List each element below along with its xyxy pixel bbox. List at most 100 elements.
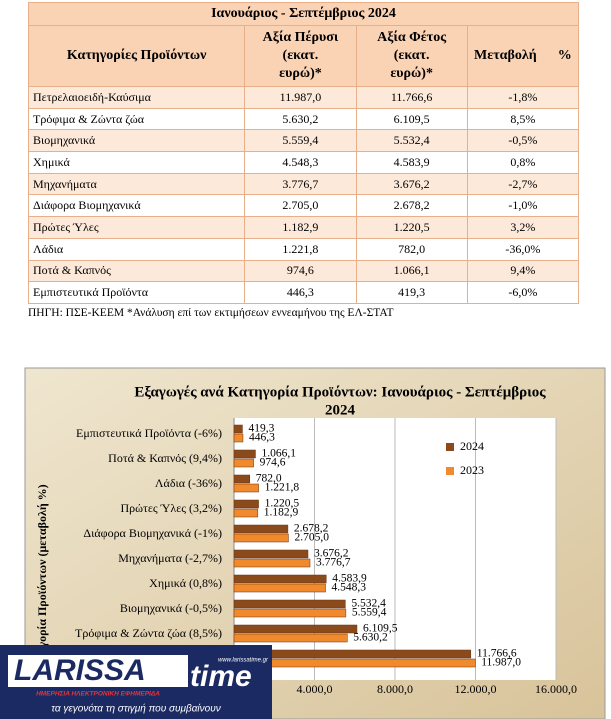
table-cell: Μηχανήματα	[27, 172, 246, 196]
data-label: 1.220,5	[265, 498, 300, 510]
logo-subtitle: ΗΜΕΡΗΣΙΑ ΗΛΕΚΤΡΟΝΙΚΗ ΕΦΗΜΕΡΙΔΑ	[36, 691, 160, 698]
header-cell: Αξία Πέρυσι (εκατ. ευρώ)*	[244, 25, 357, 87]
data-label: 4.583,9	[332, 573, 367, 585]
table-cell: Τρόφιμα & Ζώντα ζώα	[27, 107, 246, 131]
table-cell: -6,0%	[466, 281, 580, 304]
data-table: Ιανουάριος - Σεπτέμβριος 2024 Κατηγορίες …	[27, 2, 580, 304]
bar	[233, 574, 327, 584]
logo-box	[8, 655, 188, 687]
data-label: 3.676,2	[314, 548, 349, 560]
source-note: ΠΗΓΗ: ΠΣΕ-ΚΕΕΜ *Ανάλυση επί των εκτιμήσε…	[28, 307, 394, 319]
table-cell: Χημικά	[27, 151, 246, 174]
bar	[233, 533, 289, 543]
x-tick-label: 8.000,0	[377, 682, 413, 696]
x-tick-label: 4.000,0	[297, 682, 333, 696]
table-cell: 446,3	[244, 281, 357, 304]
header-line: ευρώ)*	[390, 66, 433, 81]
table-cell: 974,6	[244, 259, 357, 283]
header-line: ευρώ)*	[279, 66, 322, 81]
table-row: Πετρελαιοειδή-Καύσιμα 11.987,0 11.766,6 -1,…	[27, 86, 580, 109]
table-cell: Πετρελαιοειδή-Καύσιμα	[27, 86, 246, 109]
table-cell: 0,8%	[466, 151, 580, 174]
y-tick-label: Λάδια (-36%)	[155, 476, 222, 490]
header-cell: Κατηγορίες Προϊόντων	[27, 25, 246, 87]
bar	[233, 549, 309, 559]
table-row: Χημικά 4.548,3 4.583,9 0,8%	[27, 151, 580, 174]
data-label: 11.987,0	[481, 657, 521, 669]
table-row: Διάφορα Βιομηχανικά 2.705,0 2.678,2 -1,0%	[27, 194, 580, 218]
header-line: Μεταβολή %	[474, 48, 572, 63]
header-row: Κατηγορίες Προϊόντων Αξία Πέρυσι (εκατ. ευρ…	[27, 25, 580, 87]
header-line: Αξία Φέτος	[377, 30, 447, 45]
table-cell: 1.220,5	[355, 216, 468, 239]
bar	[233, 458, 254, 468]
header-cell: Μεταβολή %	[466, 25, 580, 87]
logo-slogan: τα γεγονότα τη στιγμή που συμβαίνουν	[51, 703, 220, 715]
table-cell: Πρώτες Ύλες	[27, 216, 246, 239]
bar	[233, 474, 250, 484]
table-cell: 3.676,2	[355, 172, 468, 196]
bar	[233, 599, 346, 609]
y-tick-label: Εμπιστευτικά Προϊόντα (-6%)	[76, 426, 222, 440]
data-label: 419,3	[248, 423, 274, 435]
bar	[233, 508, 259, 518]
table-cell: 419,3	[355, 281, 468, 304]
chart-title: Εξαγωγές ανά Κατηγορία Προϊόντων: Ιανουά…	[134, 384, 546, 400]
bar	[233, 424, 243, 434]
legend-swatch	[446, 467, 454, 475]
table-title: Ιανουάριος - Σεπτέμβριος 2024	[28, 2, 579, 26]
table-cell: 11.987,0	[244, 86, 357, 109]
bar	[233, 433, 244, 443]
data-label: 5.630,2	[353, 632, 388, 644]
data-label: 6.109,5	[363, 623, 398, 635]
table-cell: 2.678,2	[355, 194, 468, 218]
table-cell: 3,2%	[466, 216, 580, 239]
data-label: 4.548,3	[332, 582, 367, 594]
bar	[233, 583, 326, 593]
table-cell: 9,4%	[466, 259, 580, 283]
table-cell: -1,0%	[466, 194, 580, 218]
table-row: Βιομηχανικά 5.559,4 5.532,4 -0,5%	[27, 129, 580, 153]
table-cell: 5.532,4	[355, 129, 468, 153]
table-cell: Ποτά & Καπνός	[27, 259, 246, 283]
logo-url: www.larissatime.gr	[218, 658, 269, 664]
table-row: Μηχανήματα 3.776,7 3.676,2 -2,7%	[27, 172, 580, 196]
table-cell: 8,5%	[466, 107, 580, 131]
data-label: 2.705,0	[294, 532, 329, 544]
legend-label: 2024	[460, 439, 484, 453]
y-tick-label: Τρόφιμα & Ζώντα ζώα (8,5%)	[75, 626, 222, 640]
table-row: Ποτά & Καπνός 974,6 1.066,1 9,4%	[27, 259, 580, 283]
table-row: Πρώτες Ύλες 1.182,9 1.220,5 3,2%	[27, 216, 580, 239]
data-label: 1.221,8	[265, 482, 300, 494]
header-line: Κατηγορίες Προϊόντων	[66, 48, 207, 63]
data-label: 446,3	[249, 432, 275, 444]
x-tick-label: 12.000,0	[455, 682, 497, 696]
data-label: 11.766,6	[477, 648, 517, 660]
legend-label: 2023	[460, 463, 484, 477]
table-cell: 3.776,7	[244, 172, 357, 196]
header-line: (εκατ.	[282, 48, 319, 63]
data-label: 1.182,9	[264, 507, 299, 519]
logo: LARISSA time www.larissatime.gr ΗΜΕΡΗΣΙΑ…	[0, 645, 272, 719]
data-label: 782,0	[256, 473, 282, 485]
bar	[233, 499, 259, 509]
table-row: Εμπιστευτικά Προϊόντα 446,3 419,3 -6,0%	[27, 281, 580, 304]
data-label: 5.559,4	[352, 607, 387, 619]
bar	[233, 524, 289, 534]
table-cell: 6.109,5	[355, 107, 468, 131]
table-cell: Εμπιστευτικά Προϊόντα	[27, 281, 246, 304]
y-tick-label: Πρώτες Ύλες (3,2%)	[120, 501, 222, 515]
bar	[233, 558, 311, 568]
bar	[233, 449, 256, 459]
data-label: 3.776,7	[316, 557, 351, 569]
bar	[233, 608, 347, 618]
y-tick-label: Χημικά (0,8%)	[149, 576, 222, 590]
y-tick-label: Διάφορα Βιομηχανικά (-1%)	[83, 526, 222, 540]
y-axis-label: Κατηγορία Προϊόντων (μεταβολή %)	[35, 484, 49, 675]
table-cell: 5.559,4	[244, 129, 357, 153]
table-cell: -0,5%	[466, 129, 580, 153]
table-cell: 4.583,9	[355, 151, 468, 174]
table-row: Τρόφιμα & Ζώντα ζώα 5.630,2 6.109,5 8,5%	[27, 107, 580, 131]
